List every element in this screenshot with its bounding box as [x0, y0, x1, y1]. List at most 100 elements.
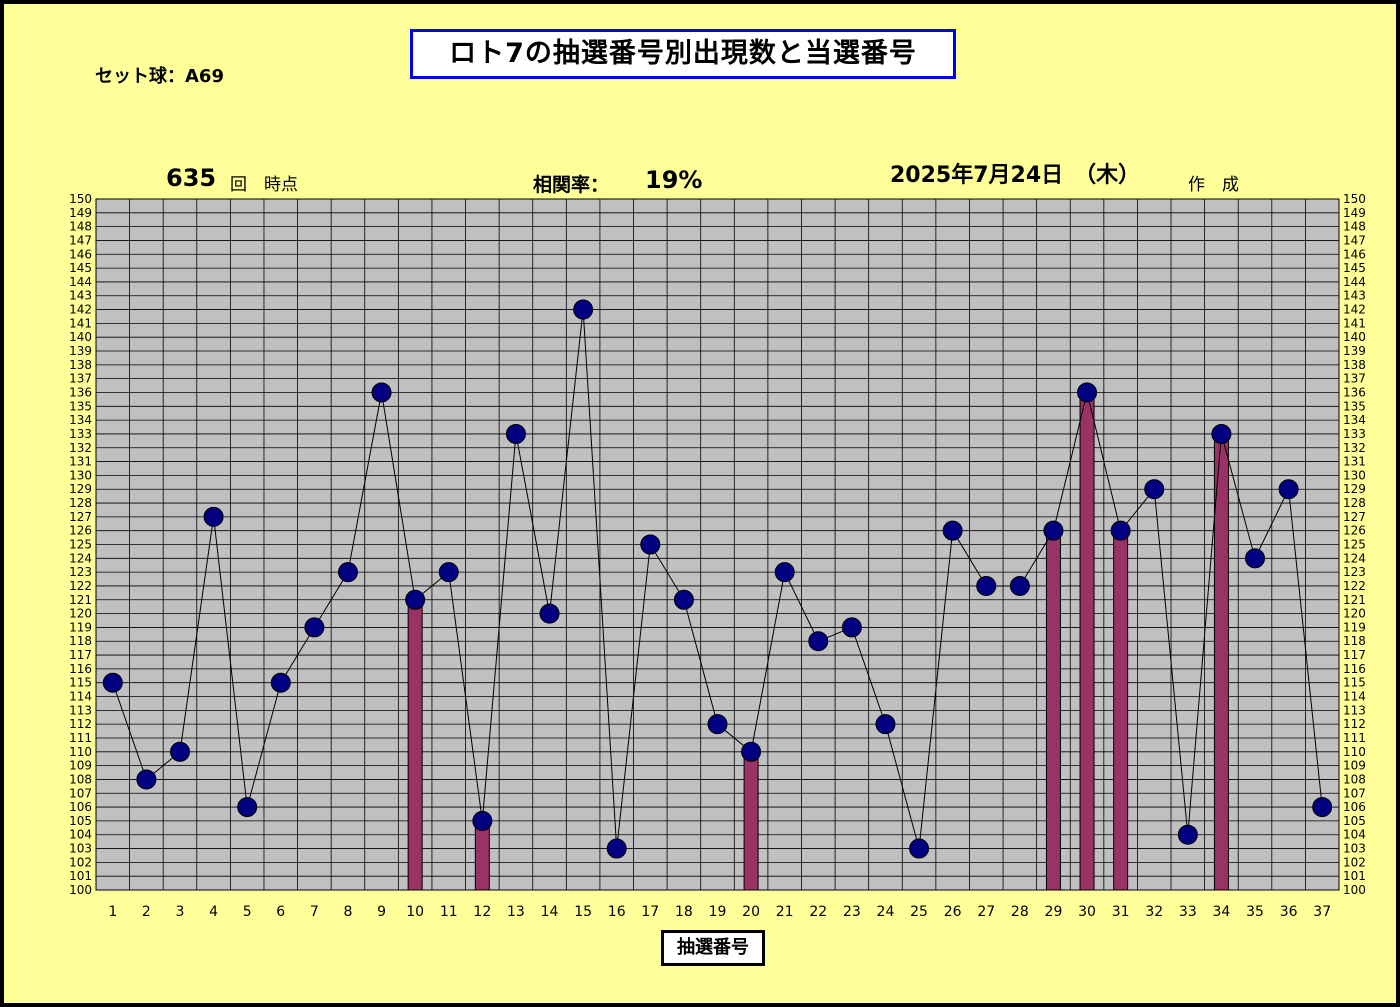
y-tick-label-right: 136: [1343, 385, 1366, 399]
x-tick-label: 20: [742, 904, 760, 920]
y-tick-label-left: 130: [69, 468, 92, 482]
set-ball-label: セット球：A69: [95, 66, 224, 87]
frequency-point: [573, 299, 594, 320]
y-tick-label-right: 122: [1343, 579, 1366, 593]
x-tick-label: 32: [1145, 904, 1163, 920]
y-tick-label-left: 132: [69, 441, 92, 455]
y-tick-label-right: 124: [1343, 551, 1366, 565]
y-tick-label-right: 138: [1343, 358, 1366, 372]
frequency-point: [539, 603, 560, 624]
frequency-point: [304, 617, 325, 638]
x-tick-label: 31: [1112, 904, 1130, 920]
y-tick-label-left: 119: [69, 620, 92, 634]
frequency-point: [337, 562, 358, 583]
y-tick-label-right: 102: [1343, 855, 1366, 869]
x-tick-label: 3: [176, 904, 185, 920]
y-tick-label-right: 125: [1343, 538, 1366, 552]
frequency-point: [405, 589, 426, 610]
y-tick-label-right: 118: [1343, 634, 1366, 648]
y-tick-label-left: 103: [69, 842, 92, 856]
y-tick-label-right: 150: [1343, 192, 1366, 206]
y-tick-label-left: 101: [69, 869, 92, 883]
x-tick-label: 27: [977, 904, 995, 920]
x-tick-label: 30: [1078, 904, 1096, 920]
winning-bar: [1045, 530, 1061, 891]
y-tick-label-right: 114: [1343, 690, 1366, 704]
y-tick-label-right: 106: [1343, 800, 1366, 814]
x-tick-label: 33: [1179, 904, 1197, 920]
x-tick-label: 6: [276, 904, 285, 920]
y-tick-label-right: 126: [1343, 524, 1366, 538]
winning-bar: [743, 751, 759, 891]
y-tick-label-left: 135: [69, 399, 92, 413]
y-tick-label-left: 133: [69, 427, 92, 441]
frequency-point: [505, 423, 526, 444]
x-tick-label: 15: [574, 904, 592, 920]
y-tick-label-right: 140: [1343, 330, 1366, 344]
x-tick-label: 11: [440, 904, 458, 920]
x-tick-label: 28: [1011, 904, 1029, 920]
frequency-point: [371, 382, 392, 403]
y-tick-label-left: 108: [69, 772, 92, 786]
winning-bar: [407, 599, 423, 891]
frequency-point: [169, 741, 190, 762]
y-tick-label-right: 101: [1343, 869, 1366, 883]
winning-bar: [474, 820, 490, 891]
frequency-point: [1177, 824, 1198, 845]
x-tick-label: 35: [1246, 904, 1264, 920]
y-tick-label-left: 104: [69, 828, 92, 842]
y-tick-label-right: 144: [1343, 275, 1366, 289]
x-tick-label: 5: [243, 904, 252, 920]
y-tick-label-right: 132: [1343, 441, 1366, 455]
y-tick-label-right: 107: [1343, 786, 1366, 800]
y-tick-label-right: 111: [1343, 731, 1366, 745]
frequency-point: [707, 714, 728, 735]
correlation-label: 相関率：: [533, 174, 610, 196]
y-tick-label-right: 130: [1343, 468, 1366, 482]
y-tick-label-right: 146: [1343, 247, 1366, 261]
y-tick-label-left: 107: [69, 786, 92, 800]
y-tick-label-right: 119: [1343, 620, 1366, 634]
y-tick-label-right: 134: [1343, 413, 1366, 427]
y-tick-label-left: 129: [69, 482, 92, 496]
y-tick-label-left: 126: [69, 524, 92, 538]
x-tick-label: 13: [507, 904, 525, 920]
x-tick-label: 7: [310, 904, 319, 920]
frequency-point: [237, 797, 258, 818]
frequency-point: [909, 838, 930, 859]
y-tick-label-left: 145: [69, 261, 92, 275]
date-label: 2025年7月24日 （木）: [890, 163, 1141, 188]
y-tick-label-right: 149: [1343, 206, 1366, 220]
y-tick-label-left: 121: [69, 593, 92, 607]
frequency-point: [1077, 382, 1098, 403]
frequency-point: [1278, 479, 1299, 500]
y-tick-label-left: 134: [69, 413, 92, 427]
x-tick-label: 17: [641, 904, 659, 920]
y-tick-label-left: 111: [69, 731, 92, 745]
y-tick-label-left: 122: [69, 579, 92, 593]
y-tick-label-right: 103: [1343, 842, 1366, 856]
x-tick-label: 14: [541, 904, 559, 920]
y-tick-label-right: 139: [1343, 344, 1366, 358]
y-tick-label-left: 148: [69, 220, 92, 234]
draw-count-suffix: 回 時点: [230, 175, 298, 195]
y-tick-label-left: 123: [69, 565, 92, 579]
x-tick-label: 1: [108, 904, 117, 920]
x-tick-label: 26: [944, 904, 962, 920]
frequency-point: [1211, 423, 1232, 444]
frequency-point: [1110, 520, 1131, 541]
frequency-point: [606, 838, 627, 859]
y-tick-label-right: 110: [1343, 745, 1366, 759]
y-tick-label-left: 125: [69, 538, 92, 552]
frequency-point: [136, 769, 157, 790]
y-tick-label-left: 146: [69, 247, 92, 261]
y-tick-label-left: 113: [69, 703, 92, 717]
y-tick-label-right: 112: [1343, 717, 1366, 731]
y-tick-label-right: 115: [1343, 676, 1366, 690]
x-tick-label: 37: [1313, 904, 1331, 920]
x-tick-label: 10: [406, 904, 424, 920]
y-tick-label-right: 133: [1343, 427, 1366, 441]
frequency-point: [1009, 575, 1030, 596]
y-tick-label-right: 145: [1343, 261, 1366, 275]
y-tick-label-right: 135: [1343, 399, 1366, 413]
